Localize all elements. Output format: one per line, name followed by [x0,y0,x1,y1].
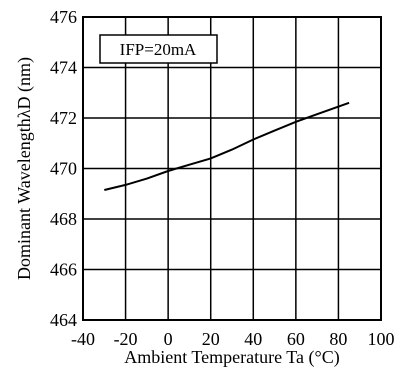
x-tick-label: 60 [287,329,305,349]
plot-frame [82,16,382,321]
y-tick-label: 472 [50,108,77,128]
annotation-box [99,34,218,64]
x-tick-label: -40 [71,329,95,349]
grid [83,17,381,320]
x-tick-label: 20 [202,329,220,349]
annotation-text: IFP=20mA [120,40,197,59]
x-tick-label: 40 [244,329,262,349]
y-tick-label: 470 [50,159,77,179]
x-tick-label: 80 [329,329,347,349]
x-axis-label: Ambient Temperature Ta (°C) [124,347,339,368]
y-tick-label: 476 [50,7,77,27]
y-tick-label: 468 [50,209,77,229]
x-tick-labels: -40 -20 0 20 40 60 80 100 [71,329,395,349]
y-tick-label: 474 [50,58,77,78]
y-axis-label: Dominant WavelengthλD (nm) [14,57,35,280]
x-tick-label: -20 [114,329,138,349]
x-tick-label: 0 [164,329,173,349]
y-tick-label: 464 [50,310,77,330]
series-layer [104,101,350,191]
series-line [104,101,350,191]
y-tick-labels: 464 466 468 470 472 474 476 [50,7,77,330]
annotation: IFP=20mA [99,34,218,64]
x-tick-label: 100 [368,329,395,349]
y-tick-label: 466 [50,260,77,280]
